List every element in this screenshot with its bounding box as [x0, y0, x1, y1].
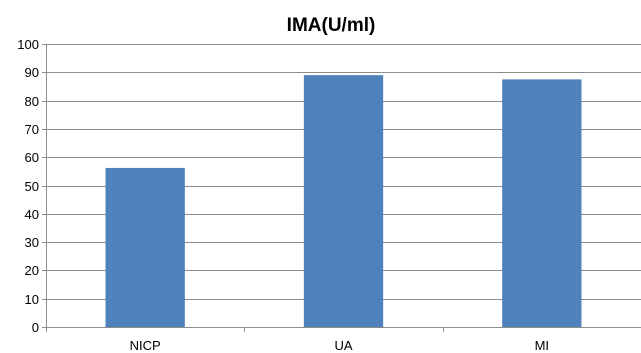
- y-tick-label: 40: [25, 207, 39, 222]
- x-tick-label: NICP: [130, 338, 161, 353]
- bar-ua: [303, 75, 384, 327]
- x-axis: NICP UA MI: [46, 327, 641, 353]
- bar-mi: [502, 79, 582, 327]
- y-tick-label: 80: [25, 94, 39, 109]
- bar-nicp: [105, 167, 185, 327]
- y-tick-label: 50: [25, 179, 39, 194]
- y-tick-label: 100: [17, 37, 39, 52]
- y-axis-ticks: 0 10 20 30 40 50 60 70 80 90 100: [17, 37, 47, 335]
- bars: [105, 75, 582, 327]
- y-tick-label: 0: [32, 320, 39, 335]
- y-tick-label: 20: [25, 263, 39, 278]
- y-tick-label: 70: [25, 122, 39, 137]
- y-tick-label: 60: [25, 150, 39, 165]
- chart-title: IMA(U/ml): [287, 15, 376, 36]
- x-tick-label: MI: [535, 338, 549, 353]
- y-tick-label: 90: [25, 65, 39, 80]
- y-tick-label: 30: [25, 235, 39, 250]
- x-tick-label: UA: [334, 338, 352, 353]
- y-tick-label: 10: [25, 292, 39, 307]
